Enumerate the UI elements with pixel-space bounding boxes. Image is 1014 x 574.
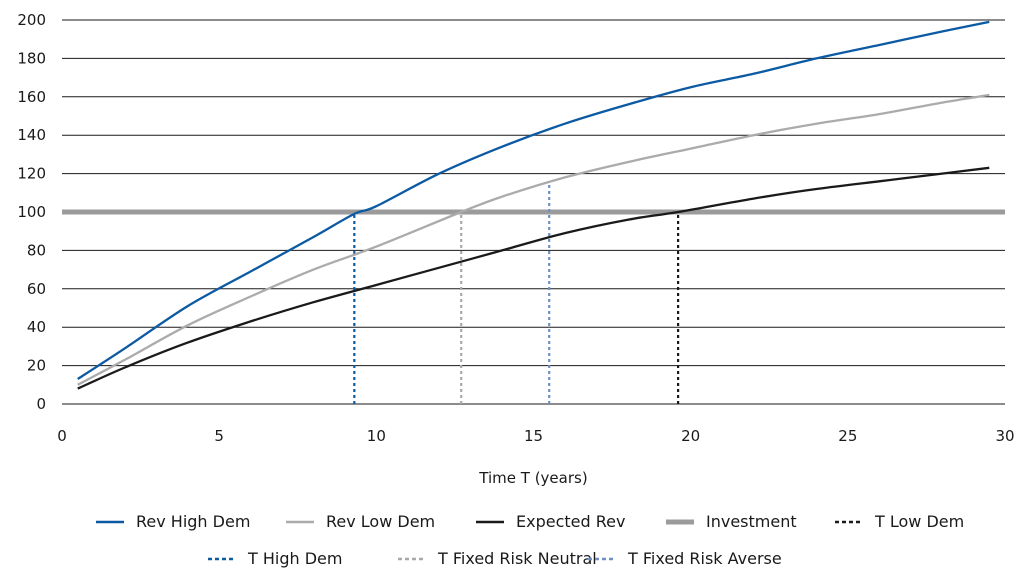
series-rev-high-dem-point (250, 271, 252, 273)
series-expected-rev-point (941, 173, 943, 175)
y-tick-label: 0 (36, 395, 46, 413)
series-expected-rev-point (988, 167, 990, 169)
legend-item-rev-high-dem: Rev High Dem (96, 512, 250, 531)
series-rev-high-dem-line (77, 20, 990, 380)
y-tick-label: 80 (27, 241, 46, 259)
series-rev-high-dem-point (124, 348, 126, 350)
series-rev-low-dem-point (250, 296, 252, 298)
series-rev-low-dem-point (564, 177, 566, 179)
series-rev-high-dem-point (816, 58, 818, 60)
series-expected-rev-point (753, 198, 755, 200)
series-rev-high-dem-point (941, 31, 943, 33)
legend-item-rev-low-dem: Rev Low Dem (286, 512, 435, 531)
x-tick-label: 25 (838, 427, 857, 445)
series-expected-rev-point (501, 250, 503, 252)
x-tick-label: 10 (367, 427, 386, 445)
series-rev-high-dem-point (501, 146, 503, 148)
y-tick-label: 100 (17, 203, 46, 221)
series-rev-low-dem-point (941, 102, 943, 104)
series-expected-rev-point (77, 388, 79, 390)
legend-label: Rev High Dem (136, 512, 250, 531)
series-rev-high-dem-point (438, 173, 440, 175)
y-axis-tick-labels: 0 20 40 60 80 100 120 140 160 180 200 (17, 11, 46, 413)
series-rev-low-dem-point (753, 134, 755, 136)
series-expected-rev-point (187, 342, 189, 344)
x-axis-title: Time T (years) (478, 469, 587, 487)
series-rev-low-dem-point (187, 324, 189, 326)
series-rev-high-dem-point (627, 104, 629, 106)
series-rev-high-dem-point (354, 213, 356, 215)
series-rev-high-dem-point (690, 86, 692, 88)
series-rev-low-dem-point (460, 211, 462, 213)
x-tick-label: 5 (214, 427, 224, 445)
legend-item-t-fixed-risk-neutral: T Fixed Risk Neutral (398, 549, 597, 568)
y-tick-label: 20 (27, 357, 46, 375)
threshold-lines (353, 183, 680, 404)
x-tick-label: 0 (57, 427, 67, 445)
series-rev-low-dem-point (313, 269, 315, 271)
y-tick-label: 160 (17, 88, 46, 106)
series-rev-high-dem-point (564, 123, 566, 125)
series-expected-rev-point (376, 284, 378, 286)
series-expected-rev-point (250, 321, 252, 323)
legend-item-expected-rev: Expected Rev (476, 512, 625, 531)
series-rev-high-dem-point (878, 44, 880, 46)
series-expected-rev-point (677, 211, 679, 213)
x-tick-label: 30 (995, 427, 1014, 445)
series-rev-low-dem-line (77, 93, 990, 386)
legend-label: Expected Rev (516, 512, 625, 531)
series-rev-low-dem-point (690, 148, 692, 150)
series-expected-rev-point (878, 180, 880, 182)
y-tick-label: 180 (17, 49, 46, 67)
series-expected-rev-point (124, 367, 126, 369)
y-tick-label: 140 (17, 126, 46, 144)
y-tick-label: 60 (27, 280, 46, 298)
legend-label: T Fixed Risk Neutral (437, 549, 597, 568)
legend-label: Rev Low Dem (326, 512, 435, 531)
legend-item-t-high-dem: T High Dem (208, 549, 342, 568)
series-expected-rev-point (313, 301, 315, 303)
y-tick-label: 40 (27, 318, 46, 336)
legend-label: Investment (706, 512, 797, 531)
series-rev-high-dem-point (988, 21, 990, 23)
legend-label: T Fixed Risk Averse (627, 549, 782, 568)
y-tick-label: 120 (17, 165, 46, 183)
series-expected-rev-point (627, 219, 629, 221)
series-expected-rev-point (564, 232, 566, 234)
series-rev-low-dem-point (627, 161, 629, 163)
series-rev-high-dem-point (376, 205, 378, 207)
series-expected-rev-point (816, 188, 818, 190)
revenue-curves (77, 20, 990, 390)
series-expected-rev-point (438, 267, 440, 269)
y-tick-label: 200 (17, 11, 46, 29)
x-tick-label: 15 (524, 427, 543, 445)
series-rev-low-dem-point (816, 123, 818, 125)
legend-label: T Low Dem (874, 512, 964, 531)
series-rev-high-dem-point (187, 305, 189, 307)
legend-item-t-fixed-risk-averse: T Fixed Risk Averse (588, 549, 782, 568)
legend-item-t-low-dem: T Low Dem (835, 512, 964, 531)
series-rev-low-dem-point (501, 196, 503, 198)
series-rev-low-dem-point (124, 359, 126, 361)
series-rev-low-dem-point (376, 246, 378, 248)
x-axis-tick-labels: 0 5 10 15 20 25 30 (57, 427, 1014, 445)
legend-label: T High Dem (247, 549, 342, 568)
x-tick-label: 20 (681, 427, 700, 445)
legend-item-investment: Investment (666, 512, 797, 531)
series-rev-low-dem-point (988, 94, 990, 96)
legend: Rev High Dem Rev Low Dem Expected Rev Inves… (96, 512, 964, 568)
series-rev-high-dem-point (313, 236, 315, 238)
series-rev-low-dem-point (77, 384, 79, 386)
series-rev-low-dem-point (878, 113, 880, 115)
series-rev-high-dem-point (77, 378, 79, 380)
series-expected-rev-line (77, 166, 990, 390)
series-rev-high-dem-point (753, 73, 755, 75)
